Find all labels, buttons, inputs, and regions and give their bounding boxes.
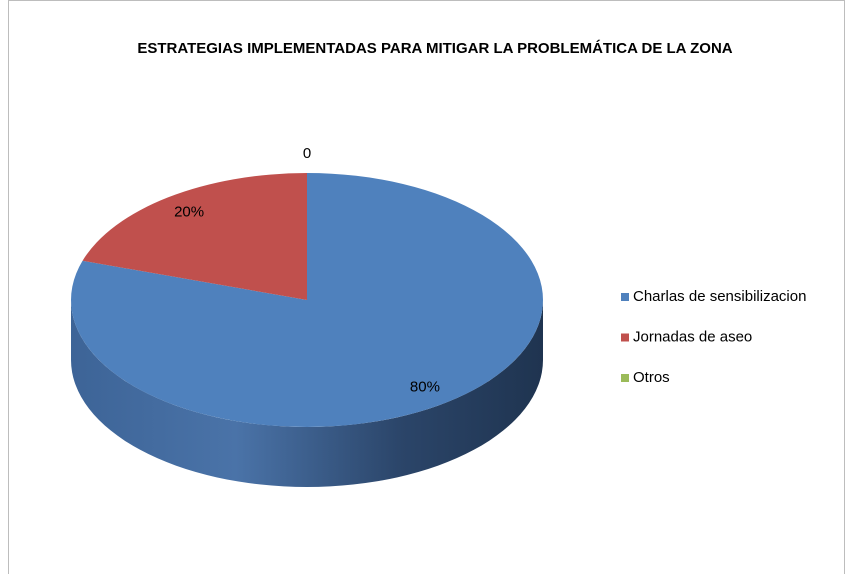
legend-swatch: [621, 293, 629, 301]
data-label: 80%: [410, 378, 440, 395]
frame: [8, 0, 845, 574]
legend-swatch: [621, 374, 629, 382]
pie-side: [71, 300, 543, 487]
legend-label: Jornadas de aseo: [633, 328, 752, 345]
legend-label: Otros: [633, 369, 670, 386]
legend-label: Charlas de sensibilizacion: [633, 288, 806, 305]
legend-swatch: [621, 333, 629, 342]
chart-title: ESTRATEGIAS IMPLEMENTADAS PARA MITIGAR L…: [137, 40, 733, 57]
data-label: 0: [303, 145, 311, 162]
pie-slice: [82, 173, 307, 300]
data-label: 20%: [174, 204, 204, 221]
